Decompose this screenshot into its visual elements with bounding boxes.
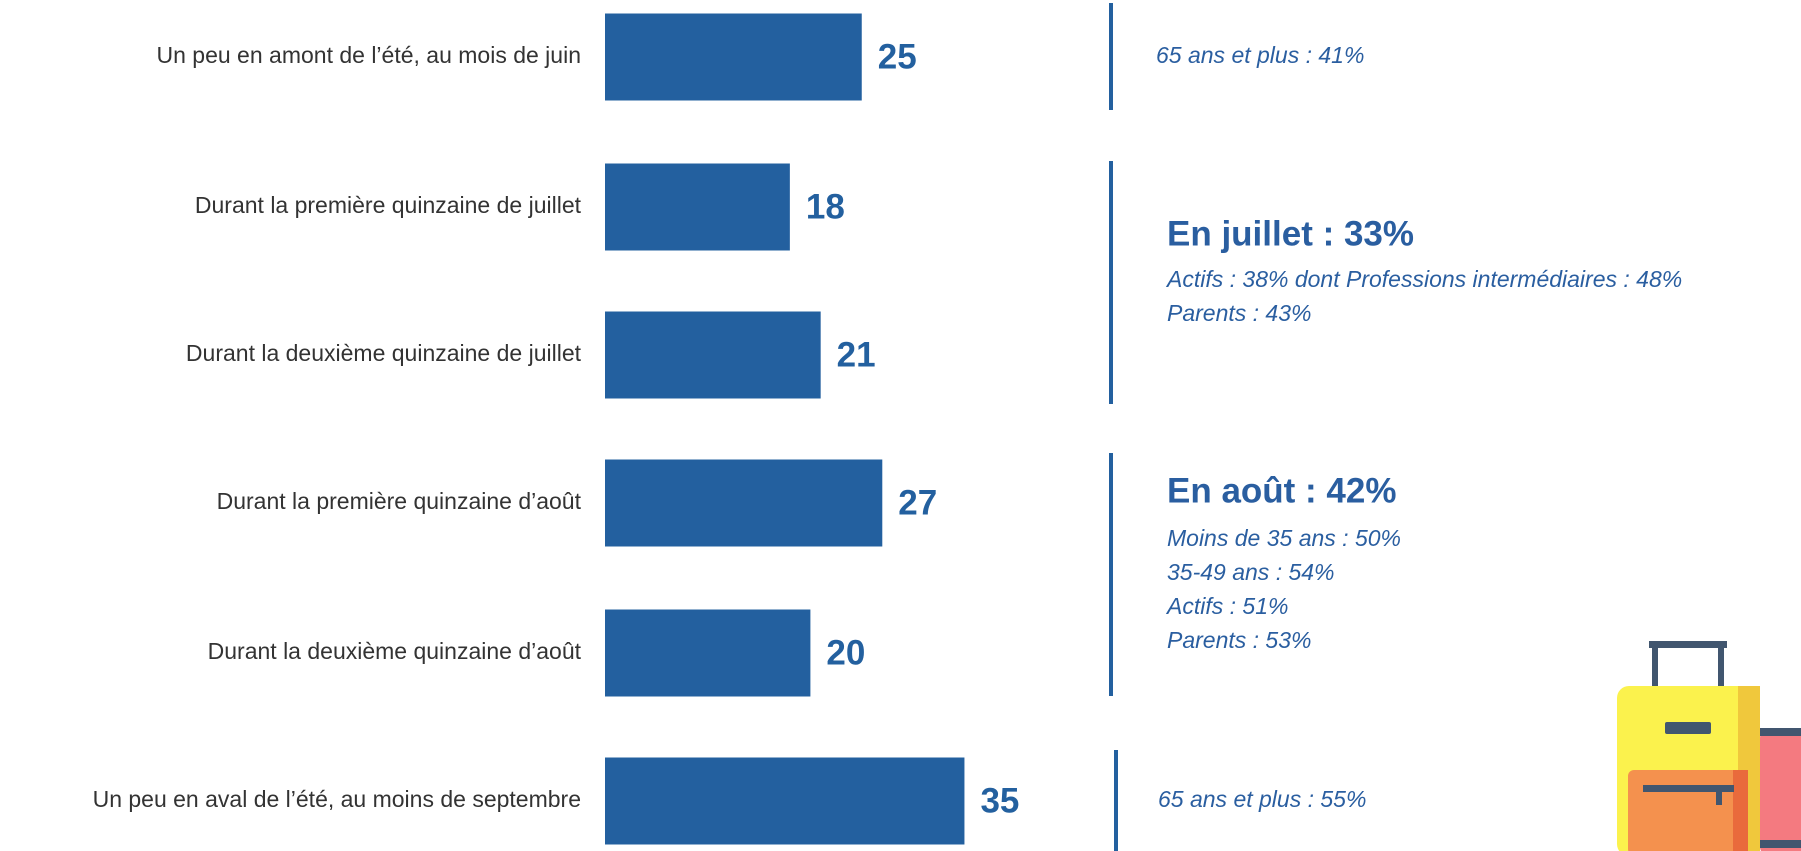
bar — [605, 13, 862, 101]
annotation-line: 65 ans et plus : 55% — [1158, 786, 1366, 812]
annotation-line: Actifs : 51% — [1165, 593, 1288, 619]
annotation-line: Moins de 35 ans : 50% — [1167, 525, 1401, 551]
value-label: 25 — [878, 37, 917, 76]
category-label: Durant la première quinzaine d’août — [217, 488, 582, 514]
value-label: 18 — [806, 187, 845, 226]
category-label: Un peu en aval de l’été, au moins de sep… — [93, 786, 581, 812]
category-label: Durant la deuxième quinzaine d’août — [208, 638, 582, 664]
annotation-line: Parents : 53% — [1167, 627, 1311, 653]
value-label: 27 — [898, 483, 937, 522]
separators — [1109, 3, 1118, 851]
bar — [605, 757, 965, 845]
annotation-line: 35-49 ans : 54% — [1167, 559, 1335, 585]
bar — [605, 311, 821, 399]
bar — [605, 163, 790, 251]
suitcase-icon — [1617, 641, 1801, 851]
value-label: 35 — [980, 781, 1019, 820]
value-label: 20 — [826, 633, 865, 672]
bar — [605, 609, 811, 697]
annotation-title: En août : 42% — [1167, 471, 1396, 510]
value-label: 21 — [837, 335, 876, 374]
bar — [605, 459, 883, 547]
annotation-line: Actifs : 38% dont Professions intermédia… — [1165, 266, 1682, 292]
annotation-line: Parents : 43% — [1167, 300, 1311, 326]
category-label: Un peu en amont de l’été, au mois de jui… — [157, 42, 582, 68]
annotation-title: En juillet : 33% — [1167, 214, 1414, 253]
category-label: Durant la première quinzaine de juillet — [195, 192, 582, 218]
category-label: Durant la deuxième quinzaine de juillet — [186, 340, 582, 366]
annotation-line: 65 ans et plus : 41% — [1156, 42, 1364, 68]
